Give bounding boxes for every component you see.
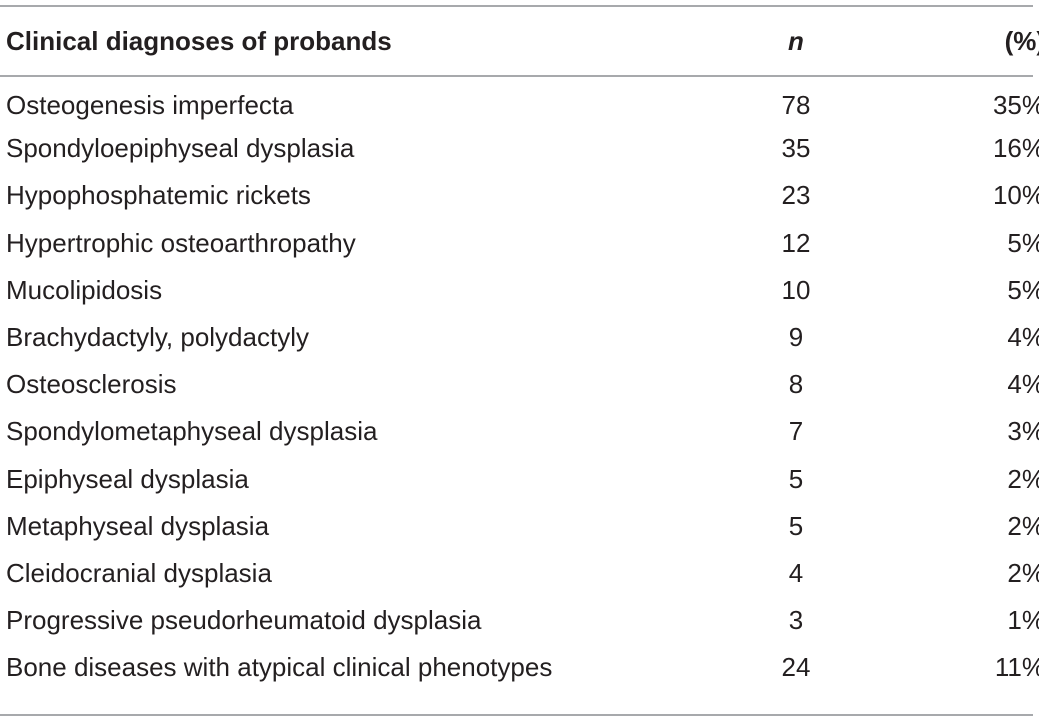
- cell-diagnosis: Spondyloepiphyseal dysplasia: [6, 133, 355, 164]
- table-row: Osteogenesis imperfecta 78 35%: [0, 78, 1039, 125]
- cell-diagnosis: Hypertrophic osteoarthropathy: [6, 227, 356, 258]
- table-row: Progressive pseudorheumatoid dysplasia 3…: [0, 597, 1039, 644]
- header-n: n: [788, 25, 804, 56]
- table-header-rule: [0, 75, 1033, 77]
- cell-percent: 2%: [1007, 557, 1039, 588]
- cell-diagnosis: Progressive pseudorheumatoid dysplasia: [6, 605, 482, 636]
- cell-n: 9: [788, 322, 804, 353]
- cell-percent: 1%: [1007, 605, 1039, 636]
- diagnoses-table: Clinical diagnoses of probands n (%) Ost…: [0, 0, 1039, 691]
- cell-percent: 10%: [992, 180, 1039, 211]
- table-row: Mucolipidosis 10 5%: [0, 267, 1039, 314]
- cell-diagnosis: Brachydactyly, polydactyly: [6, 322, 309, 353]
- cell-percent: 2%: [1007, 510, 1039, 541]
- table-bottom-rule: [0, 714, 1033, 716]
- cell-n: 5: [788, 510, 804, 541]
- table-row: Epiphyseal dysplasia 5 2%: [0, 456, 1039, 503]
- table-top-rule: [0, 5, 1033, 7]
- table-row: Hypertrophic osteoarthropathy 12 5%: [0, 220, 1039, 267]
- cell-n: 4: [788, 557, 804, 588]
- cell-n: 3: [788, 605, 804, 636]
- table-row: Spondyloepiphyseal dysplasia 35 16%: [0, 125, 1039, 172]
- cell-diagnosis: Epiphyseal dysplasia: [6, 463, 249, 494]
- cell-diagnosis: Hypophosphatemic rickets: [6, 180, 311, 211]
- cell-percent: 5%: [1007, 274, 1039, 305]
- header-percent: (%): [1004, 25, 1039, 56]
- cell-n: 35: [781, 133, 811, 164]
- table-row: Hypophosphatemic rickets 23 10%: [0, 172, 1039, 219]
- cell-percent: 11%: [994, 652, 1039, 683]
- cell-diagnosis: Bone diseases with atypical clinical phe…: [6, 652, 553, 683]
- cell-diagnosis: Metaphyseal dysplasia: [6, 510, 270, 541]
- cell-percent: 2%: [1007, 463, 1039, 494]
- cell-n: 5: [788, 463, 804, 494]
- table-row: Brachydactyly, polydactyly 9 4%: [0, 314, 1039, 361]
- cell-diagnosis: Spondylometaphyseal dysplasia: [6, 416, 378, 447]
- table-row: Bone diseases with atypical clinical phe…: [0, 644, 1039, 691]
- cell-n: 12: [781, 227, 811, 258]
- cell-percent: 35%: [992, 90, 1039, 121]
- table-row: Metaphyseal dysplasia 5 2%: [0, 503, 1039, 550]
- cell-diagnosis: Cleidocranial dysplasia: [6, 557, 272, 588]
- cell-n: 24: [781, 652, 811, 683]
- table-row: Osteosclerosis 8 4%: [0, 361, 1039, 408]
- header-diagnosis: Clinical diagnoses of probands: [6, 25, 392, 56]
- cell-n: 10: [781, 274, 811, 305]
- table-header-row: Clinical diagnoses of probands n (%): [0, 0, 1039, 78]
- cell-percent: 3%: [1007, 416, 1039, 447]
- cell-percent: 4%: [1007, 369, 1039, 400]
- cell-n: 8: [788, 369, 804, 400]
- cell-diagnosis: Osteosclerosis: [6, 369, 177, 400]
- cell-diagnosis: Mucolipidosis: [6, 274, 163, 305]
- cell-percent: 16%: [992, 133, 1039, 164]
- table-row: Spondylometaphyseal dysplasia 7 3%: [0, 408, 1039, 455]
- cell-n: 23: [781, 180, 811, 211]
- cell-percent: 5%: [1007, 227, 1039, 258]
- cell-n: 7: [788, 416, 804, 447]
- table-row: Cleidocranial dysplasia 4 2%: [0, 550, 1039, 597]
- cell-n: 78: [781, 90, 811, 121]
- cell-percent: 4%: [1007, 322, 1039, 353]
- cell-diagnosis: Osteogenesis imperfecta: [6, 90, 294, 121]
